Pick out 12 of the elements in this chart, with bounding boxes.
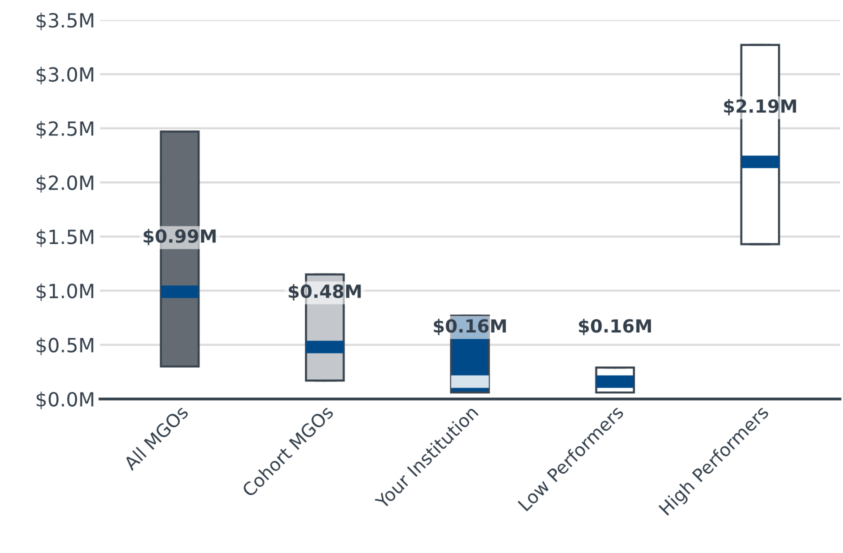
y-tick-label: $3.0M — [36, 66, 94, 84]
y-tick-label: $2.5M — [36, 120, 94, 139]
y-tick-label: $1.5M — [36, 229, 94, 247]
y-tick-label: $1.0M — [36, 283, 94, 301]
y-tick-label: $3.5M — [36, 12, 94, 30]
y-tick-label: $0.0M — [36, 392, 94, 410]
y-tick-label: $0.5M — [36, 337, 94, 356]
text: $0.99M — [144, 228, 216, 246]
text: $2.19M — [724, 98, 796, 116]
text: $0.16M — [578, 318, 651, 336]
text: $0.48M — [288, 284, 361, 300]
y-tick-label: $2.0M — [36, 175, 94, 193]
